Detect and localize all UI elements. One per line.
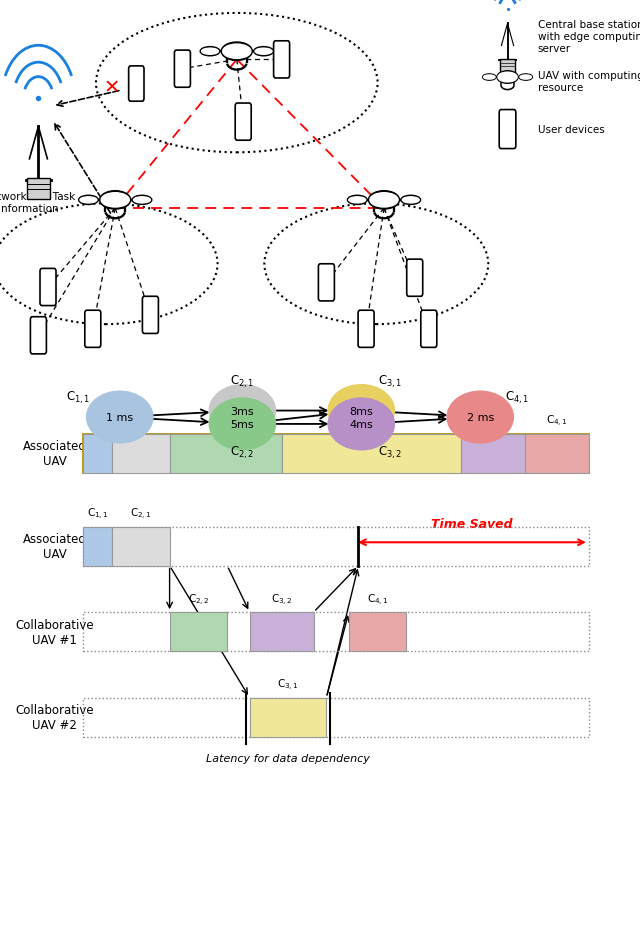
Ellipse shape [202,49,218,56]
Ellipse shape [483,75,496,81]
Ellipse shape [100,191,131,210]
Text: C$_{2,1}$: C$_{2,1}$ [130,507,152,522]
Ellipse shape [328,398,395,450]
Text: C$_{2,1}$: C$_{2,1}$ [230,373,255,390]
FancyBboxPatch shape [499,110,516,149]
Bar [83,612,589,651]
Bar [83,527,112,566]
FancyBboxPatch shape [319,264,335,302]
Bar [83,434,589,473]
Text: C$_{1,1}$: C$_{1,1}$ [87,507,108,522]
Ellipse shape [132,196,152,205]
Ellipse shape [80,198,97,204]
Text: Time Saved: Time Saved [431,518,513,531]
Ellipse shape [447,392,513,444]
Ellipse shape [520,76,531,80]
FancyBboxPatch shape [500,59,515,73]
Text: C$_{2,2}$: C$_{2,2}$ [188,592,209,607]
Ellipse shape [86,392,153,444]
Text: 5ms: 5ms [230,419,254,430]
Ellipse shape [200,47,220,57]
Bar [461,434,525,473]
Text: C$_{2,2}$: C$_{2,2}$ [215,414,236,429]
Bar [83,698,589,737]
FancyBboxPatch shape [27,179,50,200]
Text: C$_{3,1}$: C$_{3,1}$ [277,677,299,692]
Ellipse shape [79,196,99,205]
Bar [83,434,112,473]
Text: C$_{3,2}$: C$_{3,2}$ [378,445,402,460]
Ellipse shape [134,198,150,204]
Bar [525,434,589,473]
Text: 2 ms: 2 ms [467,413,494,422]
Ellipse shape [253,47,273,57]
Ellipse shape [370,193,398,208]
Text: UAV with computing
resource: UAV with computing resource [538,71,640,93]
Text: C$_{3,2}$: C$_{3,2}$ [271,592,292,607]
Text: C$_{4,1}$: C$_{4,1}$ [546,414,568,429]
FancyBboxPatch shape [84,311,100,348]
Text: C$_{1,1}$: C$_{1,1}$ [87,414,108,429]
Text: C$_{4,1}$: C$_{4,1}$ [505,389,529,406]
Text: Latency for data dependency: Latency for data dependency [206,754,370,764]
Text: C$_{3,1}$: C$_{3,1}$ [360,414,382,429]
Text: C$_{3,1}$: C$_{3,1}$ [378,373,402,390]
Text: 8ms: 8ms [349,406,373,416]
Text: Central base station
with edge computing
server: Central base station with edge computing… [538,20,640,54]
Ellipse shape [349,198,365,204]
Bar [250,698,326,737]
Ellipse shape [403,198,419,204]
Text: C$_{3,2}$: C$_{3,2}$ [482,414,504,429]
Bar [112,434,170,473]
FancyBboxPatch shape [30,317,46,354]
Ellipse shape [519,75,532,81]
Ellipse shape [498,73,517,83]
Text: Associated
UAV: Associated UAV [22,440,86,468]
Ellipse shape [101,193,129,208]
FancyBboxPatch shape [407,260,423,297]
FancyBboxPatch shape [274,42,290,79]
Bar [112,527,170,566]
Ellipse shape [209,398,276,450]
Text: C$_{2,2}$: C$_{2,2}$ [230,445,255,460]
Ellipse shape [209,385,276,437]
Ellipse shape [497,71,518,84]
Ellipse shape [221,43,252,61]
Ellipse shape [255,49,272,56]
Bar [83,527,589,566]
Ellipse shape [223,45,251,59]
FancyBboxPatch shape [40,269,56,306]
Text: C$_{4,1}$: C$_{4,1}$ [367,592,388,607]
Bar [250,612,314,651]
Bar [170,434,282,473]
FancyBboxPatch shape [174,51,191,88]
Text: C$_{2,1}$: C$_{2,1}$ [130,414,152,429]
FancyBboxPatch shape [142,297,158,334]
Text: User devices: User devices [538,125,604,135]
Ellipse shape [401,196,420,205]
Text: Collaborative
UAV #2: Collaborative UAV #2 [15,703,93,731]
Text: Collaborative
UAV #1: Collaborative UAV #1 [15,618,93,646]
FancyBboxPatch shape [421,311,437,348]
Text: 3ms: 3ms [230,406,254,416]
Bar [282,434,461,473]
Text: Associated
UAV: Associated UAV [22,533,86,561]
Text: 1 ms: 1 ms [106,413,133,422]
Ellipse shape [369,191,399,210]
Ellipse shape [348,196,367,205]
Bar [170,612,227,651]
FancyBboxPatch shape [358,311,374,348]
Text: ✕: ✕ [104,79,120,97]
Text: 4ms: 4ms [349,419,373,430]
Text: Network and Task
Information: Network and Task Information [0,192,75,213]
Ellipse shape [328,385,395,437]
Bar [349,612,406,651]
Text: C$_{1,1}$: C$_{1,1}$ [66,389,90,406]
FancyBboxPatch shape [236,104,252,141]
Ellipse shape [484,76,495,80]
FancyBboxPatch shape [129,67,144,102]
